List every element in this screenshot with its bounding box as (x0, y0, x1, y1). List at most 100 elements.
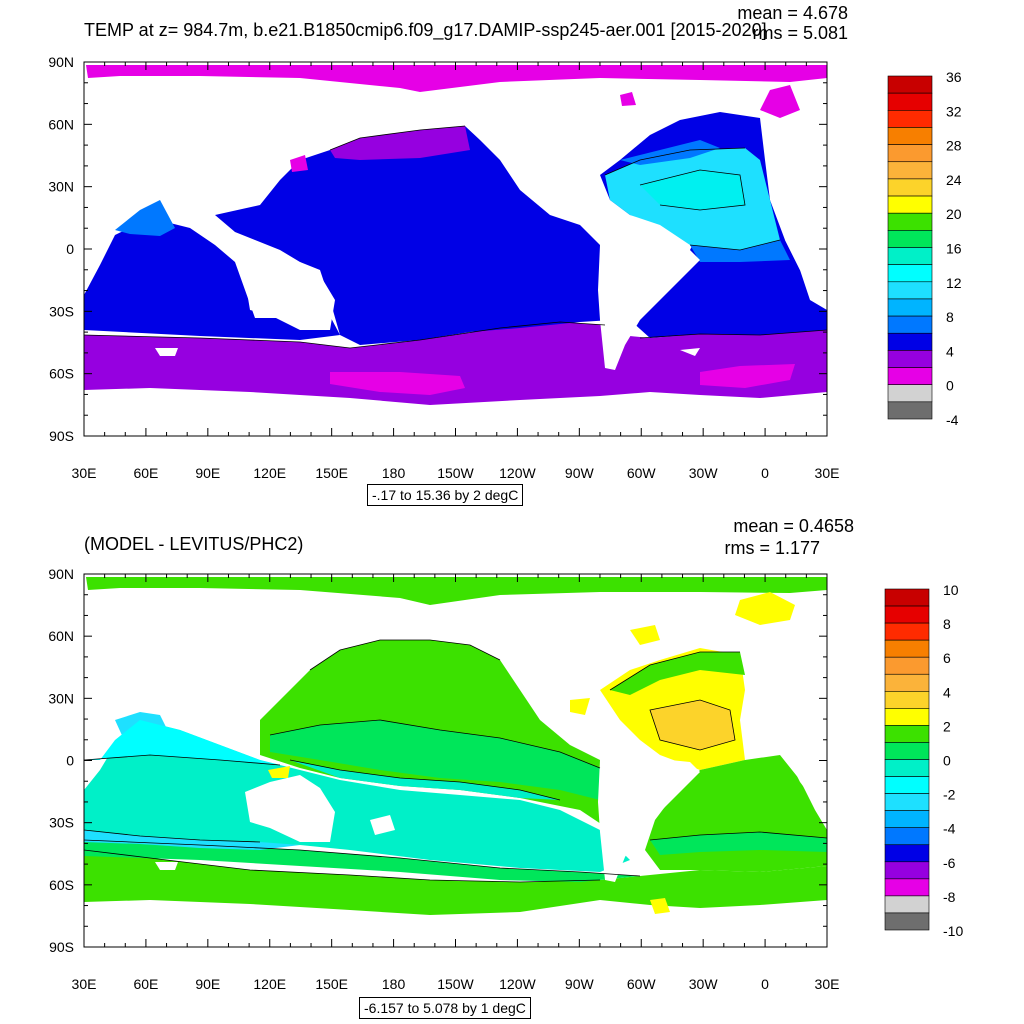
colorbar-label: 4 (943, 684, 951, 700)
lon-label: 0 (761, 465, 769, 481)
colorbar-swatch (887, 75, 933, 94)
lon-label: 90E (195, 465, 220, 481)
panel2-range-label: -6.157 to 5.078 by 1 degC (359, 997, 531, 1019)
colorbar-swatch (887, 212, 933, 231)
panel1-pacific-ocean (215, 126, 612, 345)
colorbar-label: -4 (943, 821, 956, 837)
colorbar-swatch (884, 827, 930, 846)
lon-label: 30W (689, 976, 719, 992)
lat-label: 60S (49, 366, 74, 382)
lat-label: 90N (48, 54, 74, 70)
colorbar-swatch (887, 195, 933, 214)
panel1-rms: rms = 5.081 (752, 23, 848, 43)
colorbar-swatch (884, 810, 930, 829)
lat-label: 30N (48, 690, 74, 706)
colorbar-label: 12 (946, 275, 962, 291)
colorbar-label: 20 (946, 206, 962, 222)
lon-label: 0 (761, 976, 769, 992)
colorbar-swatch (884, 656, 930, 675)
panel2-title: (MODEL - LEVITUS/PHC2) (84, 534, 304, 554)
lon-label: 60W (627, 465, 657, 481)
colorbar-swatch (887, 350, 933, 368)
lat-label: 60N (48, 628, 74, 644)
colorbar-swatch (887, 247, 933, 265)
colorbar-label: 28 (946, 138, 962, 154)
colorbar-swatch (887, 161, 933, 180)
lon-label: 60W (627, 976, 657, 992)
colorbar-swatch (887, 367, 933, 385)
panel2-mean: mean = 0.4658 (733, 516, 854, 536)
colorbar-swatch (887, 144, 933, 163)
colorbar-swatch (884, 776, 930, 794)
lon-label: 30E (815, 465, 840, 481)
panel2-map (84, 574, 827, 947)
colorbar-label: -2 (943, 787, 956, 803)
colorbar-label: -8 (943, 889, 956, 905)
panel2-africa (785, 712, 827, 818)
lon-label: 150W (437, 976, 474, 992)
lat-label: 60S (49, 877, 74, 893)
colorbar-swatch (884, 622, 930, 641)
colorbar-swatch (887, 401, 933, 420)
colorbar-swatch (884, 605, 930, 624)
colorbar-label: 6 (943, 650, 951, 666)
lat-label: 30N (48, 179, 74, 195)
lat-label: 30S (49, 303, 74, 319)
lon-label: 60E (133, 976, 158, 992)
colorbar-swatch (884, 588, 930, 607)
lon-label: 30E (72, 976, 97, 992)
lat-label: 90N (48, 566, 74, 582)
colorbar-swatch (884, 690, 930, 709)
colorbar-swatch (887, 178, 933, 197)
colorbar-swatch (884, 912, 930, 931)
lon-label: 60E (133, 465, 158, 481)
colorbar-label: 4 (946, 343, 954, 359)
lon-label: 90W (565, 465, 595, 481)
colorbar-label: 32 (946, 103, 962, 119)
colorbar-swatch (884, 725, 930, 743)
colorbar-label: 8 (943, 616, 951, 632)
panel1-range-label: -.17 to 15.36 by 2 degC (367, 484, 524, 506)
colorbar-swatch (884, 673, 930, 692)
lat-label: 90S (49, 428, 74, 444)
panel1-arctic (86, 65, 827, 92)
lon-label: 30W (689, 465, 719, 481)
lon-label: 150E (315, 976, 348, 992)
lon-label: 150E (315, 465, 348, 481)
lat-label: 0 (66, 241, 74, 257)
colorbar-swatch (887, 264, 933, 283)
colorbar-swatch (887, 298, 933, 317)
panel2-southern-ocean (84, 850, 827, 915)
lat-label: 0 (66, 753, 74, 769)
colorbar-swatch (884, 793, 930, 811)
panel1-south-america (598, 235, 700, 370)
panel1-southern-ocean (84, 322, 827, 405)
colorbar-swatch (887, 127, 933, 145)
panel1-title: TEMP at z= 984.7m, b.e21.B1850cmip6.f09_… (84, 20, 767, 40)
panel2-australia (245, 775, 335, 842)
colorbar-swatch (884, 708, 930, 726)
lon-label: 30E (815, 976, 840, 992)
colorbar-swatch (887, 230, 933, 248)
lon-label: 180 (382, 465, 406, 481)
colorbar-swatch (884, 861, 930, 880)
panel1-africa (785, 200, 827, 305)
panel1-mean: mean = 4.678 (737, 3, 848, 23)
axes: 90N 60N 30N 0 30S 60S 90S 30E 60E 90E 120E 150E 180 1… (48, 54, 839, 992)
colorbar-label: 24 (946, 172, 962, 188)
lat-label: 30S (49, 815, 74, 831)
colorbar-swatch (887, 315, 933, 334)
colorbar-swatch (884, 742, 930, 760)
lon-label: 30E (72, 465, 97, 481)
lon-label: 180 (382, 976, 406, 992)
colorbar-label: -10 (943, 923, 963, 939)
colorbar-swatch (884, 639, 930, 658)
lon-label: 90W (565, 976, 595, 992)
colorbar-label: -4 (946, 412, 959, 428)
colorbar-label: 0 (946, 378, 954, 394)
colorbar-label: -6 (943, 855, 956, 871)
colorbar-swatch (884, 844, 930, 863)
lon-label: 150W (437, 465, 474, 481)
colorbar-label: 2 (943, 718, 951, 734)
panel1-australia (245, 262, 335, 330)
